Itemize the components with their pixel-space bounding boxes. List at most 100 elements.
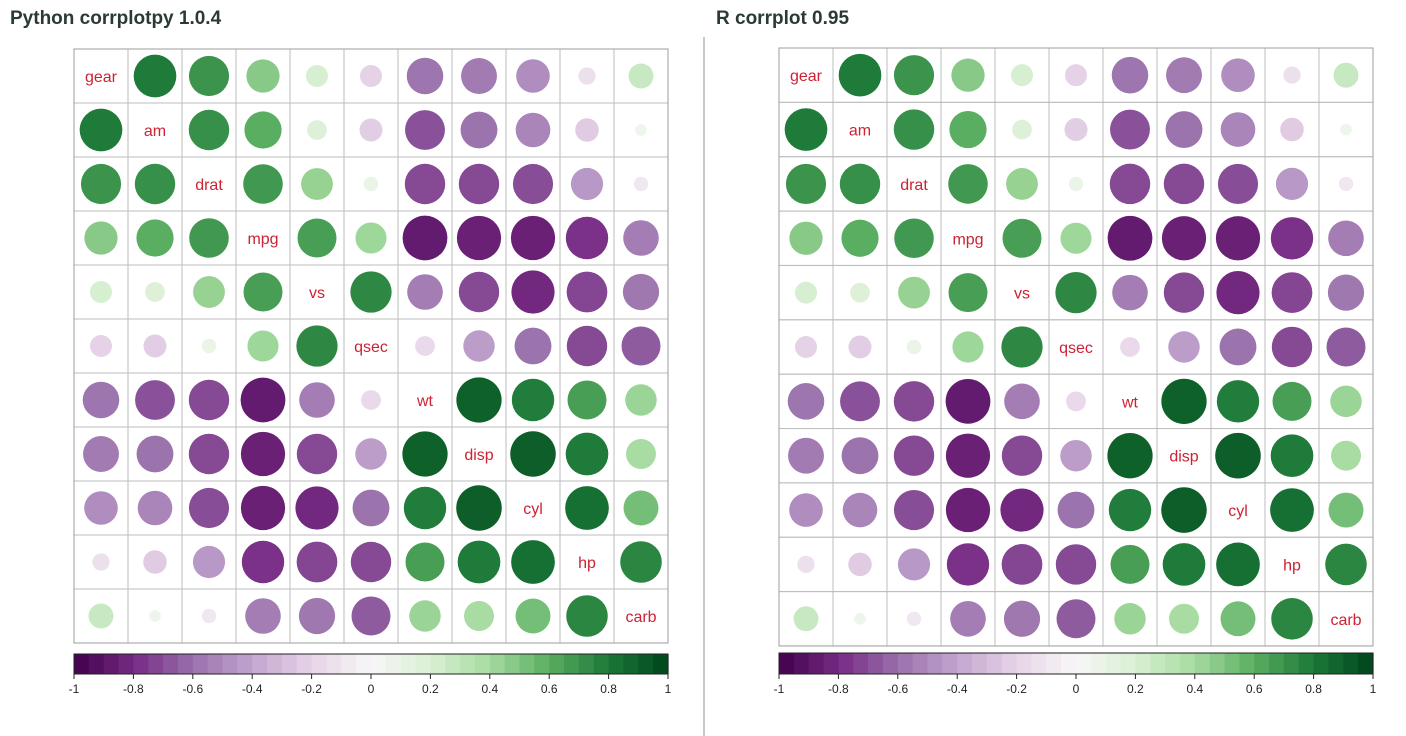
- correlation-circle: [1325, 543, 1367, 586]
- correlation-circle: [1112, 274, 1148, 311]
- colorbar-segment: [1016, 653, 1033, 674]
- colorbar-segment: [326, 654, 342, 674]
- correlation-circle: [201, 608, 217, 624]
- correlation-circle: [88, 603, 114, 629]
- correlation-circle: [1215, 432, 1261, 479]
- correlation-circle: [188, 55, 230, 97]
- correlation-circle: [297, 218, 337, 258]
- colorbar-segment: [1283, 653, 1300, 674]
- correlation-circle: [350, 271, 392, 313]
- correlation-circle: [301, 168, 333, 200]
- correlation-circle: [784, 108, 828, 151]
- correlation-circle: [628, 63, 654, 89]
- correlation-circle: [795, 281, 817, 304]
- colorbar-tick-label: 0: [1073, 682, 1080, 696]
- correlation-circle: [80, 163, 122, 205]
- correlation-circle: [906, 611, 922, 626]
- correlation-circle: [626, 439, 656, 469]
- correlation-circle: [84, 221, 118, 255]
- correlation-circle: [945, 378, 991, 424]
- correlation-circle: [1110, 109, 1150, 150]
- correlation-circle: [307, 120, 327, 140]
- correlation-circle: [893, 435, 935, 476]
- colorbar-tick-label: 0.8: [1305, 682, 1322, 696]
- correlation-circle: [456, 215, 502, 261]
- variable-label: wt: [1121, 394, 1139, 411]
- colorbar-segment: [927, 653, 943, 674]
- colorbar-tick-label: -0.8: [828, 682, 849, 696]
- variable-label: wt: [416, 393, 434, 410]
- correlation-circle: [464, 601, 494, 631]
- correlation-circle: [407, 274, 443, 310]
- correlation-circle: [510, 431, 556, 477]
- correlation-circle: [405, 542, 445, 582]
- colorbar-segment: [1061, 653, 1077, 674]
- colorbar-segment: [1209, 653, 1226, 674]
- correlation-circle: [622, 273, 660, 311]
- correlation-circle: [1168, 331, 1200, 363]
- correlation-circle: [1110, 544, 1150, 584]
- correlation-circle: [635, 124, 647, 136]
- variable-label: am: [849, 123, 871, 140]
- colorbar-segment: [118, 654, 134, 674]
- correlation-circle: [1162, 543, 1206, 586]
- correlation-circle: [625, 384, 657, 416]
- correlation-circle: [1328, 220, 1364, 257]
- colorbar-segment: [897, 653, 914, 674]
- colorbar-segment: [1358, 653, 1374, 674]
- correlation-circle: [1109, 163, 1151, 205]
- correlation-circle: [841, 437, 879, 475]
- correlation-circle: [136, 435, 174, 473]
- correlation-circle: [1166, 57, 1202, 94]
- colorbar-tick-label: 0.2: [1127, 682, 1144, 696]
- colorbar-segment: [534, 654, 550, 674]
- correlation-circle: [1006, 167, 1038, 200]
- colorbar-tick-label: -0.2: [1006, 682, 1027, 696]
- correlation-circle: [841, 219, 879, 257]
- correlation-circle: [1169, 603, 1199, 634]
- correlation-circle: [623, 220, 659, 256]
- correlation-circle: [352, 489, 390, 527]
- colorbar-tick-label: 0: [368, 682, 375, 696]
- colorbar-segment: [1224, 653, 1240, 674]
- correlation-circle: [361, 390, 381, 410]
- correlation-circle: [188, 433, 230, 475]
- correlation-circle: [566, 271, 608, 313]
- correlation-circle: [1333, 62, 1359, 88]
- colorbar-segment: [489, 654, 506, 674]
- correlation-circle: [1165, 111, 1203, 148]
- correlation-circle: [633, 176, 649, 192]
- correlation-circle: [143, 550, 167, 574]
- correlation-circle: [848, 335, 872, 359]
- correlation-circle: [461, 58, 497, 94]
- colorbar-segment: [1135, 653, 1151, 674]
- correlation-circle: [1271, 326, 1313, 368]
- variable-label: disp: [464, 447, 493, 464]
- correlation-circle: [240, 485, 286, 531]
- correlation-circle: [1107, 215, 1153, 261]
- correlation-circle: [838, 53, 882, 97]
- correlation-circle: [898, 276, 930, 309]
- colorbar-segment: [1046, 653, 1062, 674]
- correlation-circle: [952, 331, 984, 363]
- colorbar-segment: [1001, 653, 1018, 674]
- correlation-circle: [894, 218, 934, 259]
- colorbar-segment: [519, 654, 535, 674]
- correlation-circle: [149, 610, 161, 622]
- correlation-circle: [948, 273, 988, 313]
- colorbar-segment: [148, 654, 164, 674]
- correlation-circle: [566, 595, 608, 637]
- correlation-circle: [404, 163, 446, 205]
- colorbar-segment: [1254, 653, 1270, 674]
- correlation-circle: [512, 163, 554, 205]
- r-corrplot-panel: R corrplot 0.95 gear am drat mpg vs qsec wt dis…: [705, 0, 1406, 736]
- correlation-circle: [1326, 327, 1366, 367]
- correlation-circle: [1111, 56, 1149, 94]
- correlation-circle: [893, 109, 935, 150]
- correlation-circle: [1055, 544, 1097, 585]
- colorbar-segment: [882, 653, 899, 674]
- correlation-circle: [1107, 433, 1153, 479]
- variable-label: qsec: [1059, 340, 1093, 357]
- colorbar-segment: [808, 653, 825, 674]
- colorbar-segment: [504, 654, 521, 674]
